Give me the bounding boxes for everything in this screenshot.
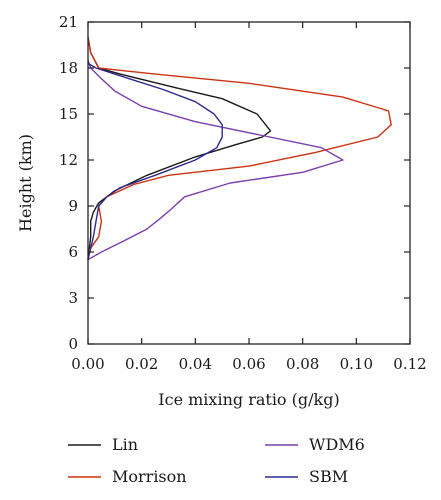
series-line-morrison — [87, 37, 392, 253]
y-tick-label: 21 — [59, 13, 78, 31]
tick-labels-layer: 0.00 0.02 0.04 0.06 0.08 0.10 0.12 0 3 6 9 12 15 18 21 — [59, 13, 427, 373]
series-line-wdm6 — [87, 60, 344, 261]
y-tick-label: 9 — [68, 197, 78, 215]
y-tick-label: 18 — [59, 59, 78, 77]
legend-label-morrison: Morrison — [112, 467, 187, 486]
legend-label-sbm: SBM — [309, 467, 348, 486]
x-tick-label: 0.04 — [179, 355, 212, 373]
x-axis-title: Ice mixing ratio (g/kg) — [158, 390, 339, 409]
x-tick-label: 0.12 — [393, 355, 426, 373]
y-tick-label: 15 — [59, 105, 78, 123]
legend-label-lin: Lin — [112, 435, 138, 454]
y-tick-label: 12 — [59, 151, 78, 169]
x-tick-label: 0.02 — [125, 355, 158, 373]
x-tick-label: 0.10 — [340, 355, 373, 373]
series-layer — [87, 37, 392, 261]
series-line-lin — [87, 37, 272, 260]
legend-label-wdm6: WDM6 — [309, 435, 365, 454]
y-tick-label: 0 — [68, 335, 78, 353]
y-axis-title: Height (km) — [16, 134, 35, 232]
series-line-sbm — [87, 62, 223, 260]
y-tick-label: 6 — [68, 243, 78, 261]
x-tick-label: 0.08 — [286, 355, 319, 373]
x-tick-label: 0.00 — [71, 355, 104, 373]
x-tick-label: 0.06 — [232, 355, 265, 373]
ticks-layer — [87, 21, 411, 345]
y-tick-label: 3 — [68, 289, 78, 307]
legend: Lin WDM6 Morrison SBM — [68, 435, 365, 486]
